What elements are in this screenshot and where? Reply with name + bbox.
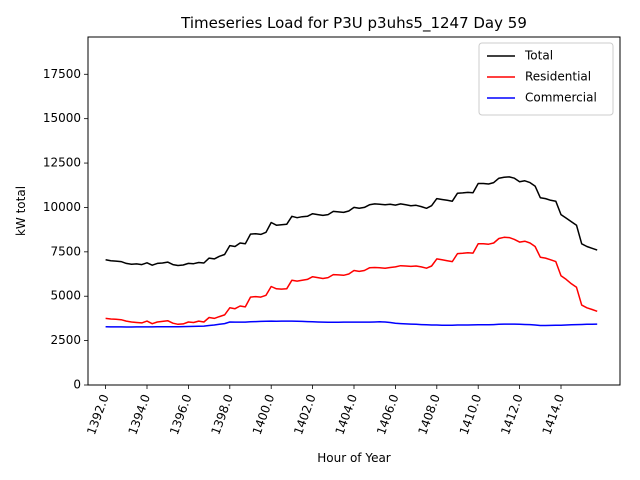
y-tick-label: 12500 (43, 156, 81, 170)
series-layer (105, 176, 598, 328)
y-axis-label: kW total (14, 186, 28, 236)
x-axis-label: Hour of Year (317, 451, 391, 465)
legend-label-residential: Residential (525, 70, 591, 84)
legend-label-commercial: Commercial (525, 91, 597, 105)
series-line-commercial (105, 320, 598, 328)
y-tick-label: 10000 (43, 200, 81, 214)
y-tick-label: 17500 (43, 67, 81, 81)
legend: Total Residential Commercial (478, 42, 614, 116)
series-line-residential (105, 236, 598, 326)
chart-title: Timeseries Load for P3U p3uhs5_1247 Day … (180, 14, 527, 33)
y-tick-label: 15000 (43, 111, 81, 125)
legend-label-total: Total (524, 49, 553, 63)
y-tick-label: 0 (73, 378, 81, 392)
series-line-total (105, 176, 598, 267)
y-tick-label: 7500 (50, 244, 81, 258)
y-tick-label: 5000 (50, 289, 81, 303)
y-tick-label: 2500 (50, 333, 81, 347)
legend-box (478, 42, 614, 116)
